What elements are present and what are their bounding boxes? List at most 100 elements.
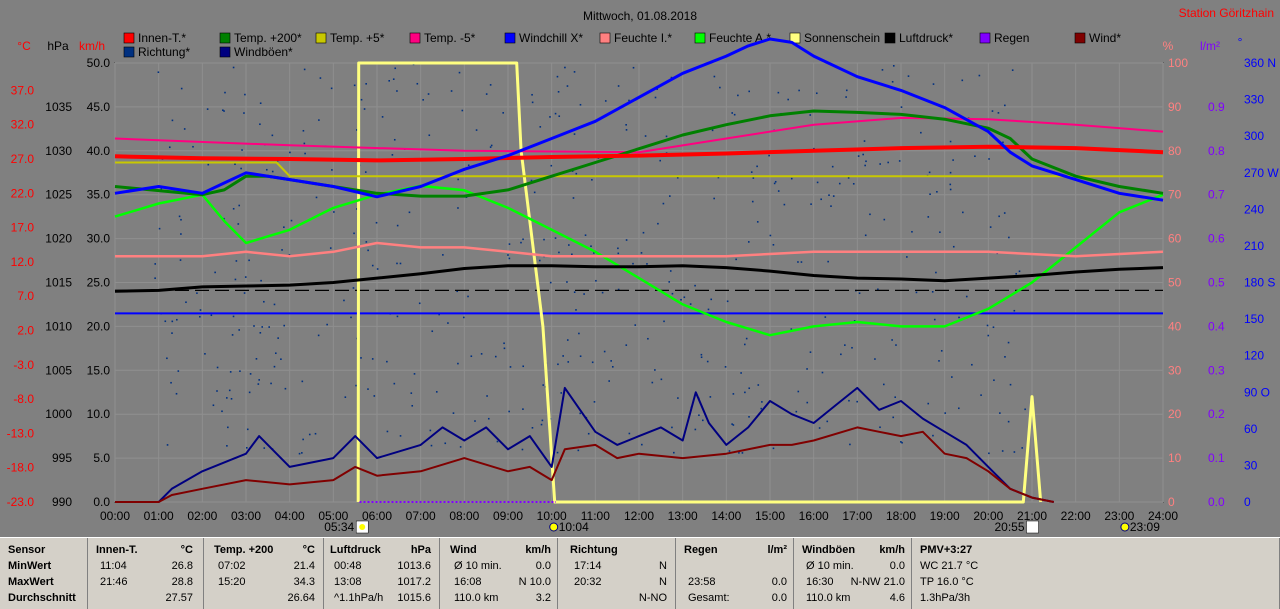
direction-point [234, 163, 236, 166]
direction-point [806, 368, 808, 370]
direction-point [1018, 270, 1021, 273]
stats-sensor-header: Sensor [8, 544, 46, 556]
direction-point [710, 298, 713, 301]
direction-point [157, 71, 160, 74]
tick-x: 22:00 [1061, 509, 1091, 523]
direction-point [651, 381, 654, 384]
direction-point [235, 260, 238, 262]
direction-point [333, 211, 335, 213]
tick-direction: 210 [1244, 239, 1264, 253]
direction-point [429, 429, 432, 432]
direction-point [284, 387, 287, 390]
tick-rain: 0.2 [1208, 407, 1225, 421]
direction-point [915, 291, 918, 294]
direction-point [654, 369, 656, 371]
direction-point [713, 75, 716, 78]
stats-time-wind: Ø 10 min. [454, 560, 502, 572]
direction-point [608, 380, 610, 382]
direction-point [283, 226, 285, 229]
direction-point [989, 226, 992, 228]
stats-value-pmv: TP 16.0 °C [920, 576, 974, 588]
stats-time-innen: 11:04 [100, 560, 127, 572]
tick-direction: 360 N [1244, 56, 1276, 70]
direction-point [273, 303, 276, 306]
direction-point [457, 207, 459, 209]
legend-swatch [504, 32, 516, 44]
stats-value-luftdruck: 1017.2 [397, 576, 431, 588]
direction-point [444, 442, 447, 445]
direction-point [277, 337, 279, 339]
stats-unit-regen: l/m² [767, 544, 787, 556]
direction-point [783, 203, 786, 206]
moon-time-label: 10:04 [559, 520, 589, 534]
direction-point [558, 251, 560, 254]
direction-point [949, 140, 952, 143]
stats-col-temp200: Temp. +200 °C 07:02 21.4 15:20 34.3 26.64 [204, 538, 324, 609]
direction-point [509, 366, 512, 368]
legend-swatch [694, 32, 706, 44]
tick-humidity: 60 [1168, 232, 1182, 246]
legend-label: Windböen* [234, 45, 293, 59]
direction-point [824, 316, 827, 318]
series-temp-5 [115, 161, 1163, 178]
direction-point [237, 223, 240, 225]
direction-point [689, 303, 692, 305]
direction-point [549, 281, 552, 284]
direction-point [673, 451, 675, 454]
direction-point [993, 379, 995, 382]
direction-point [731, 112, 734, 114]
axis-unit-rain: l/m² [1200, 39, 1220, 53]
direction-point [304, 152, 306, 155]
stats-time-richtung: 20:32 [574, 576, 602, 588]
tick-x: 18:00 [886, 509, 916, 523]
legend-label: Wind* [1089, 31, 1121, 45]
direction-point [790, 328, 793, 330]
direction-point [268, 326, 270, 328]
direction-point [933, 318, 936, 321]
stats-header-pmv: PMV+3:27 [920, 544, 973, 556]
direction-point [593, 252, 595, 254]
direction-point [564, 66, 566, 69]
stats-col-wind: Wind km/h Ø 10 min. 0.0 16:08 N 10.0 110.0 km 3… [440, 538, 558, 609]
tick-wind: 35.0 [87, 188, 111, 202]
tick-temp: -13.0 [7, 426, 35, 440]
direction-point [891, 339, 893, 341]
direction-point [625, 129, 628, 131]
direction-point [669, 270, 672, 272]
tick-temp: 7.0 [17, 289, 34, 303]
direction-point [175, 392, 178, 395]
direction-point [154, 277, 156, 280]
tick-temp: 22.0 [11, 186, 35, 200]
tick-x: 03:00 [231, 509, 261, 523]
axis-unit-wind: km/h [79, 39, 105, 53]
tick-x: 07:00 [406, 509, 436, 523]
direction-point [625, 124, 627, 126]
tick-humidity: 50 [1168, 276, 1182, 290]
direction-point [408, 211, 411, 214]
direction-point [747, 241, 750, 243]
direction-point [244, 93, 246, 96]
direction-point [988, 452, 990, 455]
direction-point [185, 301, 187, 304]
direction-point [223, 217, 225, 220]
tick-x: 06:00 [362, 509, 392, 523]
direction-point [199, 315, 201, 318]
stats-col-innen: Innen-T. °C 11:04 26.8 21:46 28.8 27.57 [88, 538, 204, 609]
direction-point [809, 114, 812, 116]
direction-point [961, 79, 964, 82]
series-feuchte-a [114, 184, 1164, 337]
direction-point [416, 82, 419, 85]
sun-time-label: 20:55 [994, 520, 1024, 534]
direction-point [816, 181, 819, 184]
direction-point [196, 292, 198, 294]
stats-time-temp200: 07:02 [218, 560, 246, 572]
direction-point [356, 129, 358, 131]
tick-x: 05:00 [318, 509, 348, 523]
axis-unit-temp: °C [17, 39, 31, 53]
moon-time-label: 23:09 [1130, 520, 1160, 534]
stats-time-temp200: 15:20 [218, 576, 246, 588]
direction-point [447, 322, 449, 324]
tick-wind: 20.0 [87, 319, 111, 333]
tick-wind: 30.0 [87, 232, 111, 246]
direction-point [892, 65, 895, 67]
